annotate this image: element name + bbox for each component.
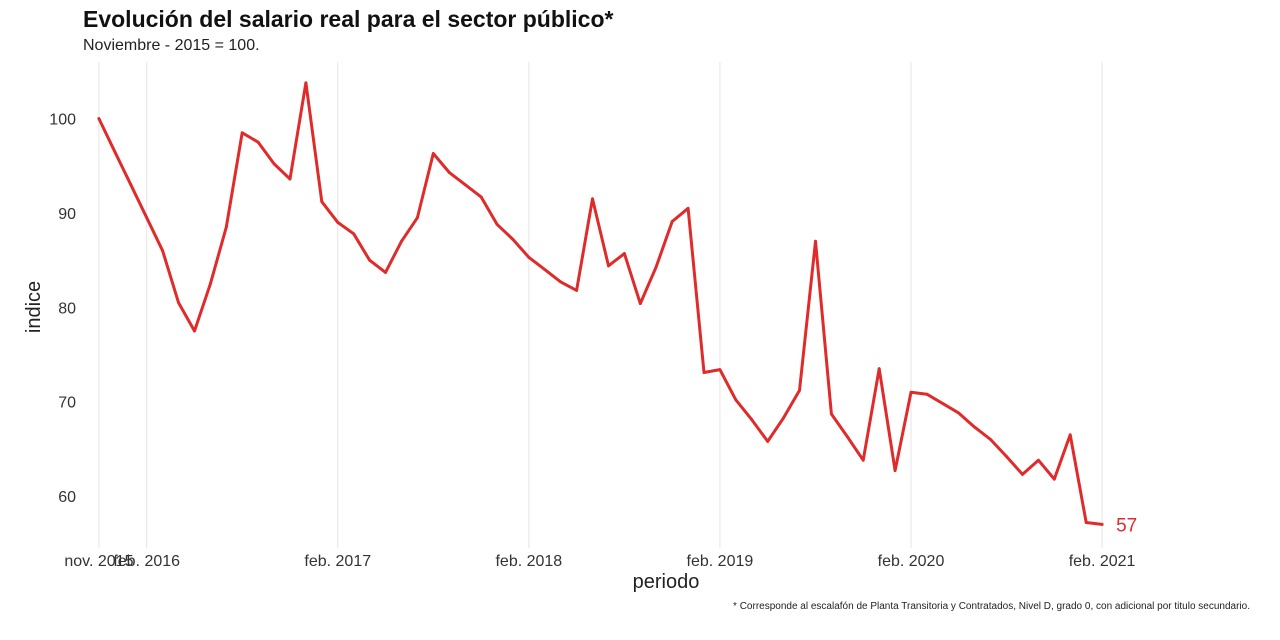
x-axis-title: periodo [633, 571, 700, 593]
data-point [431, 152, 435, 155]
x-tick-label: feb. 2021 [1069, 553, 1136, 570]
data-point [782, 416, 786, 420]
data-point [941, 402, 945, 406]
data-point [527, 255, 531, 259]
data-point [224, 225, 228, 229]
data-point [591, 197, 594, 201]
data-point [384, 271, 387, 274]
data-point [272, 162, 276, 166]
data-point [304, 81, 308, 85]
x-tick-label: feb. 2020 [878, 553, 945, 570]
data-point [97, 117, 101, 121]
grid-lines [98, 62, 1103, 548]
y-tick-label: 90 [58, 206, 76, 223]
data-point [240, 131, 244, 135]
data-point [336, 221, 340, 224]
data-point [495, 222, 499, 226]
y-axis-title: indice [23, 281, 45, 333]
data-point [543, 268, 547, 272]
data-point [368, 258, 372, 262]
data-point [161, 249, 165, 253]
chart-title: Evolución del salario real para el secto… [83, 6, 614, 32]
data-point [686, 206, 690, 210]
x-tick-label: feb. 2017 [304, 553, 371, 570]
data-point [447, 171, 451, 174]
data-point [193, 329, 196, 333]
series-line [97, 81, 1104, 526]
data-point [177, 301, 180, 305]
data-point [1084, 521, 1088, 524]
data-point [638, 302, 642, 305]
y-tick-label: 80 [58, 300, 76, 317]
data-point [702, 371, 706, 374]
data-point [909, 390, 913, 394]
data-point [1005, 455, 1008, 458]
y-tick-label: 60 [58, 489, 76, 506]
data-point [750, 418, 754, 422]
chart-footnote: * Corresponde al escalafón de Planta Tra… [733, 601, 1250, 612]
data-point [1100, 523, 1104, 526]
data-point [400, 239, 403, 243]
data-point [352, 232, 356, 236]
data-point [893, 469, 897, 473]
data-point [607, 264, 610, 268]
data-point [734, 398, 738, 402]
x-tick-label: feb. 2016 [113, 553, 180, 570]
x-tick-label: feb. 2019 [687, 553, 754, 570]
data-point [575, 288, 579, 292]
data-point [845, 435, 849, 439]
data-point [973, 425, 977, 429]
data-point [798, 389, 801, 392]
data-point [129, 183, 133, 187]
data-point [479, 195, 483, 199]
data-point [877, 367, 881, 371]
data-point [829, 412, 833, 416]
data-point [145, 216, 149, 220]
x-tick-label: feb. 2018 [495, 553, 562, 570]
x-tick-label: nov. 2015 [64, 553, 133, 570]
data-point [256, 140, 260, 144]
data-point [511, 238, 515, 241]
chart-subtitle: Noviembre - 2015 = 100. [83, 37, 260, 54]
y-tick-label: 100 [49, 112, 76, 129]
data-point [1068, 433, 1072, 437]
y-axis-ticks: 60 70 80 90 100 [49, 112, 76, 506]
data-point [463, 183, 467, 187]
data-point [814, 239, 817, 243]
data-point [622, 252, 626, 255]
data-point [320, 200, 324, 204]
data-point [559, 280, 563, 284]
data-point [208, 282, 212, 286]
data-point [766, 439, 770, 443]
data-point [415, 216, 419, 220]
data-point [957, 411, 961, 415]
data-point [1021, 472, 1024, 476]
data-point [718, 368, 722, 372]
end-value-label: 57 [1116, 515, 1137, 536]
data-point [925, 392, 929, 396]
series-layer: 57 [97, 81, 1137, 536]
data-point [670, 220, 674, 223]
data-point [288, 177, 292, 181]
data-point [654, 265, 658, 269]
data-point [1036, 458, 1040, 462]
data-point [113, 150, 117, 154]
data-point [989, 438, 993, 441]
data-point [1052, 477, 1056, 481]
data-point [861, 458, 865, 462]
y-tick-label: 70 [58, 395, 76, 412]
